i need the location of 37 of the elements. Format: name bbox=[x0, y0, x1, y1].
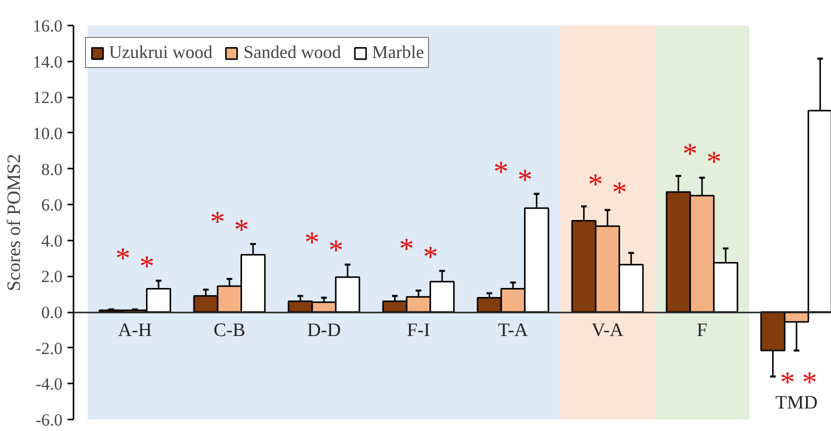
x-tick-label: T-A bbox=[498, 320, 528, 342]
legend-label: Marble bbox=[372, 42, 424, 63]
annotation: * bbox=[682, 137, 698, 170]
annotation: * bbox=[588, 168, 604, 201]
annotation: * bbox=[210, 205, 225, 238]
y-tick-label: 10.0 bbox=[32, 124, 62, 143]
annotation: * bbox=[398, 232, 414, 266]
y-axis-title: Scores of POMS2 bbox=[4, 154, 25, 292]
y-tick-label: -4.0 bbox=[36, 374, 63, 394]
y-tick-label: -6.0 bbox=[36, 410, 63, 430]
x-tick-label: A-H bbox=[118, 320, 152, 342]
annotation: * bbox=[328, 234, 344, 268]
y-tick-label: 6.0 bbox=[41, 196, 62, 215]
y-tick-label: 16.0 bbox=[32, 16, 62, 36]
y-tick-label: 12.0 bbox=[32, 88, 62, 108]
y-tick-label: 2.0 bbox=[41, 267, 62, 286]
y-tick-label: -2.0 bbox=[36, 338, 63, 358]
x-tick-label: F-I bbox=[406, 320, 430, 342]
y-tick-label: 14.0 bbox=[32, 52, 62, 72]
y-tick-label: 0.0 bbox=[41, 303, 62, 322]
x-tick-label: C-B bbox=[214, 320, 246, 342]
legend-label: Uzukrui wood bbox=[109, 42, 212, 63]
annotation: * bbox=[493, 155, 508, 188]
annotation: * bbox=[115, 242, 130, 276]
annotation: * bbox=[612, 176, 628, 209]
x-tick-label: D-D bbox=[307, 320, 341, 342]
x-tick-label: F bbox=[696, 320, 708, 342]
annotation: * bbox=[422, 240, 438, 274]
x-tick-label: V-A bbox=[591, 320, 624, 342]
annotation: * bbox=[706, 145, 722, 178]
annotation: * bbox=[139, 250, 154, 284]
annotation: * bbox=[304, 226, 320, 260]
annotation: * bbox=[234, 213, 249, 246]
legend-label: Sanded wood bbox=[243, 42, 341, 63]
y-tick-label: 4.0 bbox=[41, 231, 62, 250]
y-tick-label: 8.0 bbox=[41, 160, 62, 179]
annotation: * bbox=[517, 163, 532, 196]
